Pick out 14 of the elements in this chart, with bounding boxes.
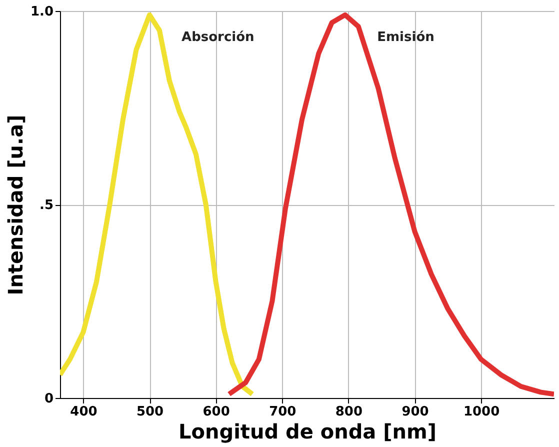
x-tick-label: 800 (335, 404, 363, 420)
x-axis-title: Longitud de onda [nm] (178, 420, 436, 444)
y-axis-title: Intensidad [u.a] (3, 114, 28, 296)
y-tick-label: .5 (40, 198, 54, 213)
series-label: Absorción (182, 30, 254, 45)
series-label: Emisión (377, 30, 434, 45)
x-tick-label: 600 (202, 404, 230, 420)
x-tick-label: 1000 (463, 404, 500, 420)
y-tick-label: 1.0 (30, 4, 54, 20)
x-tick-label: 700 (269, 404, 296, 420)
y-tick-label: 0 (44, 392, 54, 406)
x-tick-label: 400 (70, 404, 98, 420)
x-tick-label: 500 (136, 404, 164, 420)
x-tick-label: 900 (402, 404, 429, 420)
